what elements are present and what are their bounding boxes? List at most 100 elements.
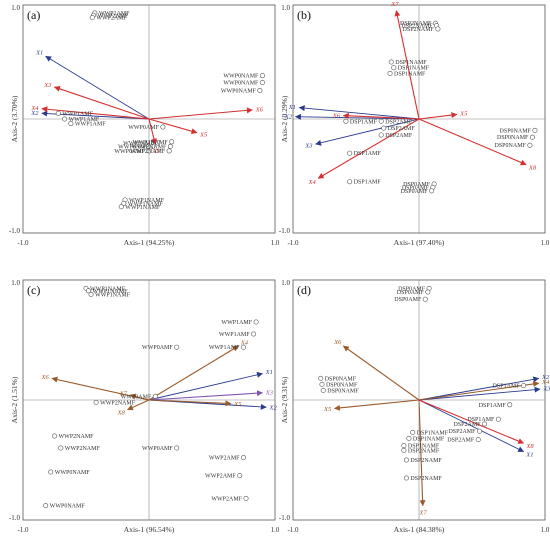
sample-point-label: DSP2NAMF <box>408 448 440 454</box>
sample-point <box>388 59 394 65</box>
sample-point <box>86 288 92 294</box>
sample-point-label: WWP2AMF <box>211 496 242 502</box>
sample-point <box>152 393 158 399</box>
sample-point <box>401 443 407 449</box>
vector-label-x8: X8 <box>117 409 126 416</box>
sample-point <box>495 416 501 422</box>
vector-label-x7: X7 <box>152 148 161 155</box>
sample-point <box>507 402 513 408</box>
sample-point-label: WWP1NAMF <box>90 286 126 292</box>
sample-point-label: DSP1NAMF <box>394 71 426 77</box>
sample-point-label: DSP1NAMF <box>398 66 430 72</box>
vector-x1 <box>148 371 263 401</box>
vector-x2 <box>418 376 540 401</box>
x-tick-max: 1.0 <box>541 526 550 534</box>
sample-point-label: DSP2NAMF <box>400 21 432 27</box>
sample-point-label: DSP1NAMF <box>395 60 427 66</box>
y-tick-min: -1.0 <box>279 227 291 235</box>
sample-point-label: WWP1AMF <box>62 111 93 117</box>
sample-point-label: WWP2NAMF <box>65 446 101 452</box>
panel-label: (b) <box>297 8 311 22</box>
sample-point <box>55 110 61 116</box>
panel-label: (a) <box>27 8 40 22</box>
sample-point <box>118 204 124 210</box>
vector-x1 <box>298 105 420 120</box>
y-axis-label: Axis-2 (9.31%) <box>280 376 289 423</box>
vector-x3 <box>418 386 541 401</box>
x-tick-min: -1.0 <box>17 526 29 534</box>
sample-point-label: WWP0AMF <box>123 141 154 147</box>
vector-label-x3: X3 <box>542 386 550 393</box>
sample-point <box>241 344 247 350</box>
sample-point-label: DSP0NAMF <box>495 143 527 149</box>
sample-point <box>169 139 175 145</box>
sample-point <box>403 475 409 481</box>
vector-label-x3: X3 <box>265 389 274 396</box>
sample-point <box>343 118 349 124</box>
vector-x7 <box>394 10 420 120</box>
x-tick-min: -1.0 <box>287 239 299 247</box>
vector-label-x5: X5 <box>459 111 468 118</box>
sample-point-label: WWP1NAMF <box>128 201 164 207</box>
sample-point <box>532 127 538 133</box>
y-tick-max: 1.0 <box>11 4 20 12</box>
sample-point <box>521 383 527 389</box>
vector-x8 <box>418 399 525 444</box>
sample-point-label: WWP0NAMF <box>55 470 91 476</box>
sample-point-label: WWP2AMF <box>209 456 240 462</box>
sample-point-label: DSP2AMF <box>388 126 416 132</box>
vector-x6 <box>148 107 253 120</box>
vector-label-x1: X1 <box>288 104 296 111</box>
vector-x8 <box>418 118 527 166</box>
sample-point-label: DSP2AMF <box>448 429 476 435</box>
vector-label-x4: X4 <box>541 379 550 386</box>
vector-label-x2: X2 <box>269 405 278 412</box>
sample-point-label: DSP0AMF <box>397 290 425 296</box>
sample-point-label: DSP2AMF <box>454 422 482 428</box>
y-tick-min: -1.0 <box>9 227 21 235</box>
vector-label-x2: X2 <box>30 110 39 117</box>
vector-x7 <box>129 393 150 401</box>
x-tick-max: 1.0 <box>271 239 280 247</box>
sample-point-label: WWP0AMF <box>121 394 152 400</box>
x-axis-label: Axis-1 (97.40%) <box>394 238 445 247</box>
sample-point <box>62 116 68 122</box>
sample-point-label: WWP2AMF <box>98 13 129 19</box>
sample-point-label: WWP2NAMF <box>133 140 169 146</box>
sample-point <box>160 124 166 130</box>
vector-x3 <box>148 390 263 401</box>
sample-point-label: WWP2NAMF <box>130 149 166 155</box>
sample-point-label: DSP1NAMF <box>408 444 440 450</box>
sample-point <box>435 26 441 32</box>
sample-point <box>146 148 152 154</box>
vector-label-x7: X7 <box>390 1 399 8</box>
sample-point <box>476 428 482 434</box>
sample-point <box>259 80 265 86</box>
sample-point-label: DSP1AMF <box>479 403 507 409</box>
sample-point <box>391 65 397 71</box>
sample-point <box>319 381 325 387</box>
vector-label-x4: X4 <box>30 105 39 112</box>
sample-point-label: DSP2NAMF <box>410 476 442 482</box>
sample-point-label: DSP2NAMF <box>410 458 442 464</box>
sample-point-label: DSP2AMF <box>385 119 413 125</box>
vector-x3 <box>53 85 150 120</box>
sample-point <box>406 435 412 441</box>
panel-4: (d) -1.0 1.0 1.0 -1.0 Axis-1 (84.38%) Axis-2 (… <box>279 279 550 534</box>
sample-point-label: DSP2AMF <box>447 438 475 444</box>
vector-label-x2: X2 <box>541 374 550 381</box>
x-axis-label: Axis-1 (96.54%) <box>124 525 175 534</box>
sample-point-label: DSP1NAMF <box>413 436 445 442</box>
sample-point-label: DSP0NAMF <box>497 135 529 141</box>
sample-point-label: WWP1AMF <box>75 122 106 128</box>
sample-point-label: WWP0AMF <box>118 144 149 150</box>
vector-x2 <box>294 113 420 120</box>
sample-point-label: WWP0AMF <box>114 149 145 155</box>
y-axis-label: Axis-2 (1.51%) <box>10 376 19 423</box>
sample-point-label: WWP2NAMF <box>100 400 136 406</box>
sample-point-label: WWP1NAMF <box>95 292 131 298</box>
vector-x4 <box>317 118 420 179</box>
sample-point-label: WWP2AMF <box>99 11 130 17</box>
sample-point <box>51 433 57 439</box>
sample-point <box>121 200 127 206</box>
